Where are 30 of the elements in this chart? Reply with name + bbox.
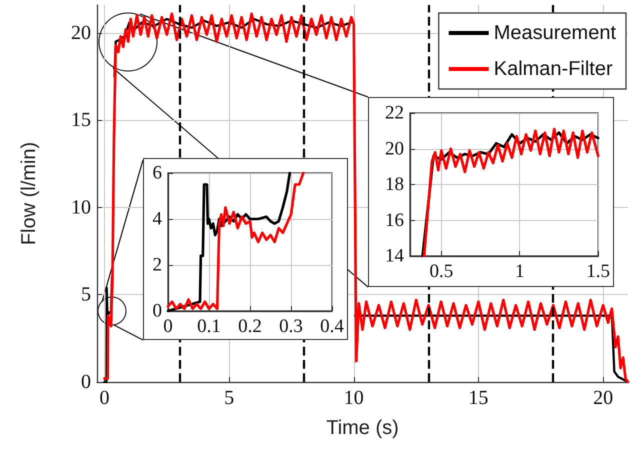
y-tick-label: 16: [385, 210, 404, 231]
y-tick-label: 20: [385, 138, 404, 160]
x-tick-label: 0.4: [320, 316, 344, 337]
x-tick-label: 10: [344, 387, 364, 409]
x-tick-label: 0.5: [429, 261, 454, 282]
y-tick-label: 5: [81, 284, 91, 306]
x-tick-label: 5: [224, 387, 234, 409]
x-tick-label: 0: [99, 387, 110, 409]
y-tick-label: 0: [152, 300, 162, 322]
y-tick-label: 6: [152, 162, 162, 184]
y-tick-label: 15: [71, 109, 91, 132]
x-tick-label: 1.5: [586, 261, 610, 282]
x-tick-label: 0.2: [238, 316, 262, 337]
x-tick-label: 15: [468, 387, 488, 409]
y-tick-label: 18: [385, 174, 404, 195]
x-tick-label: 20: [593, 387, 614, 409]
y-tick-label: 0: [81, 371, 91, 393]
x-tick-label: 0.3: [279, 316, 303, 337]
x-tick-label: 0.1: [197, 316, 221, 337]
legend-label: Measurement: [494, 22, 616, 44]
y-tick-label: 10: [71, 196, 91, 218]
x-tick-label: 1: [514, 261, 524, 282]
y-tick-label: 2: [152, 254, 162, 276]
y-tick-label: 14: [385, 246, 404, 266]
x-axis-title: Time (s): [326, 417, 399, 439]
y-tick-label: 4: [152, 208, 162, 230]
y-tick-label: 20: [71, 22, 91, 44]
legend-label: Kalman-Filter: [494, 58, 613, 80]
y-axis-title: Flow (l/min): [18, 142, 40, 246]
y-tick-label: 22: [385, 102, 404, 124]
